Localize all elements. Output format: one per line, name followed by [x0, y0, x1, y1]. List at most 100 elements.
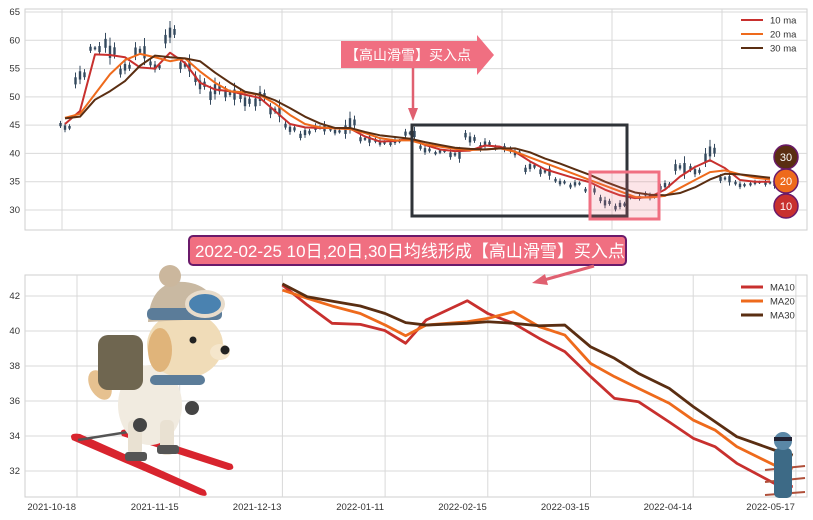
candle-body	[548, 168, 551, 176]
candle-body	[614, 205, 617, 210]
candle-body	[623, 203, 626, 206]
candle-body	[453, 153, 457, 156]
candle-body	[528, 164, 532, 170]
candle-body	[593, 188, 596, 193]
candle-body	[93, 47, 97, 50]
candle-body	[368, 136, 371, 143]
candle-body	[693, 169, 697, 175]
buy-point-label: 【高山滑雪】买入点	[345, 47, 471, 63]
bottom-line-MA30	[281, 282, 794, 457]
candle-body	[449, 152, 452, 158]
candle-body	[363, 137, 367, 140]
candle-body	[663, 183, 667, 188]
candle-body	[734, 181, 737, 185]
top-chart: 30 35 40 45 50 55 60 65 10 ma 20 ma 30 ma	[9, 7, 808, 231]
candle-body	[573, 182, 577, 186]
candle-body	[539, 169, 542, 175]
candle-body	[183, 63, 187, 67]
bottom-x-tick-label: 2021-11-15	[131, 502, 179, 513]
candle-body	[563, 181, 566, 184]
candle-body	[404, 131, 407, 136]
candle-body	[683, 163, 686, 174]
candle-body	[488, 142, 491, 146]
candle-body	[599, 197, 602, 202]
candle-body	[423, 148, 427, 153]
candle-body	[138, 48, 142, 53]
top-y-tick-label: 60	[9, 35, 20, 46]
candle-body	[443, 150, 446, 153]
candle-body	[464, 132, 467, 138]
candle-body	[143, 46, 146, 59]
candle-body	[704, 153, 707, 163]
candle-body	[378, 141, 382, 145]
candle-body	[558, 180, 562, 185]
banner-arrow-head	[532, 274, 548, 285]
candle-body	[749, 183, 752, 186]
down-arrow-head	[408, 108, 418, 121]
candle-body	[188, 61, 191, 72]
top-y-tick-label: 50	[9, 92, 20, 103]
candle-body	[708, 146, 712, 157]
candle-body	[228, 91, 232, 96]
candle-body	[198, 80, 202, 90]
candle-body	[483, 141, 487, 147]
candle-body	[68, 126, 71, 129]
svg-text:20: 20	[780, 176, 792, 188]
bottom-legend-label: MA30	[770, 311, 795, 322]
candle-body	[419, 145, 422, 149]
candle-body	[713, 147, 716, 154]
bottom-y-tick-label: 32	[9, 466, 20, 477]
candle-body	[243, 97, 247, 107]
candle-body	[389, 142, 392, 146]
candle-body	[168, 27, 172, 38]
candle-body	[333, 129, 337, 134]
top-y-tick-label: 35	[9, 177, 20, 188]
bottom-line-MA10	[281, 283, 794, 489]
candle-body	[458, 151, 461, 159]
candle-body	[578, 182, 581, 185]
candle-body	[194, 75, 197, 83]
bottom-x-tick-label: 2021-12-13	[233, 502, 282, 513]
top-y-tick-label: 45	[9, 120, 20, 131]
candle-body	[738, 183, 742, 188]
buy-point-banner-text: 2022-02-25 10日,20日,30日均线形成【高山滑雪】买入点	[195, 242, 625, 261]
highlight-box-pink	[588, 170, 661, 221]
candle-body	[78, 71, 82, 80]
candle-body	[603, 200, 607, 206]
candle-body	[569, 184, 572, 188]
candle-body	[149, 61, 152, 66]
bottom-legend-label: MA10	[770, 283, 795, 294]
candle-body	[74, 77, 77, 85]
candle-body	[158, 65, 161, 69]
bottom-y-tick-label: 42	[9, 291, 20, 302]
candle-body	[278, 106, 281, 117]
small-skier-illustration	[764, 432, 806, 498]
candle-body	[543, 170, 547, 173]
bottom-y-tick-label: 36	[9, 396, 20, 407]
candle-body	[678, 165, 682, 169]
candle-body	[554, 178, 557, 182]
bottom-annotation: 2022-02-25 10日,20日,30日均线形成【高山滑雪】买入点	[188, 235, 627, 285]
badge-10: 10	[773, 193, 799, 219]
svg-text:10: 10	[780, 201, 792, 213]
candle-body	[248, 98, 251, 104]
candle-body	[83, 72, 86, 78]
candle-body	[719, 176, 722, 181]
skiing-dog-illustration	[71, 265, 234, 496]
top-y-tick-label: 30	[9, 205, 20, 216]
candle-body	[329, 127, 332, 131]
candle-body	[113, 47, 116, 55]
bottom-y-tick-label: 38	[9, 361, 20, 372]
svg-text:30: 30	[780, 152, 792, 164]
bottom-y-tick-label: 40	[9, 326, 20, 337]
bottom-x-tick-label: 2022-04-14	[644, 502, 693, 513]
candle-body	[338, 130, 341, 133]
buy-point-banner	[188, 235, 627, 266]
candle-body	[513, 150, 517, 156]
top-y-tick-label: 40	[9, 148, 20, 159]
candle-body	[89, 46, 92, 51]
candle-body	[359, 137, 362, 142]
candle-body	[584, 188, 587, 192]
